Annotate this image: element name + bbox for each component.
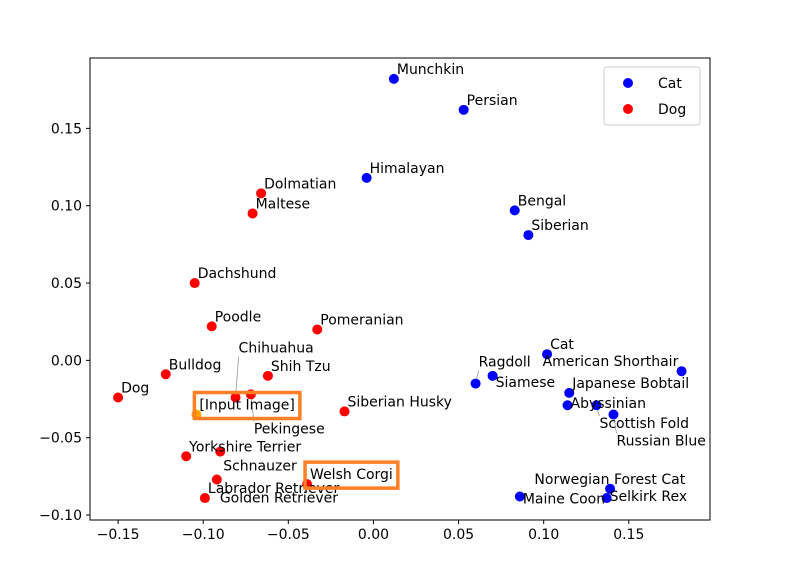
point-abyssinian: [562, 400, 573, 411]
point-label-maltese: Maltese: [256, 196, 311, 212]
point-maltese: [247, 208, 258, 219]
point-label-munchkin: Munchkin: [397, 62, 464, 78]
point-label-norwegian-forest-cat: Norwegian Forest Cat: [534, 472, 685, 488]
point-poodle: [206, 321, 217, 332]
point-yorkshire-terrier: [181, 451, 192, 462]
point-ragdoll: [470, 378, 481, 389]
point-label-bengal: Bengal: [518, 193, 566, 209]
y-tick-label: 0.00: [51, 353, 82, 369]
point-siberian-husky: [339, 406, 350, 417]
point-schnauzer: [215, 446, 226, 457]
point-pomeranian: [312, 324, 323, 335]
point-label-siamese: Siamese: [496, 375, 556, 391]
point-golden-retriever: [211, 474, 222, 485]
legend-label-dog: Dog: [658, 102, 686, 118]
point-cat: [542, 349, 553, 360]
point-label-bulldog: Bulldog: [169, 357, 222, 373]
point-scottish-fold: [591, 400, 602, 411]
y-tick-label: 0.15: [51, 121, 82, 137]
point-label-shih-tzu: Shih Tzu: [271, 359, 331, 375]
point-label-abyssinian: Abyssinian: [571, 396, 646, 412]
point-label-input-image: [Input Image]: [199, 398, 294, 414]
point-american-shorthair: [676, 366, 687, 377]
point-chihuahua: [230, 392, 241, 403]
legend-label-cat: Cat: [658, 76, 682, 92]
y-tick-label: 0.05: [51, 276, 82, 292]
point-label-persian: Persian: [467, 93, 518, 109]
point-persian: [458, 104, 469, 115]
y-tick-label: −0.05: [39, 431, 82, 447]
point-himalayan: [361, 172, 372, 183]
x-tick-label: −0.10: [182, 527, 225, 543]
point-label-chihuahua: Chihuahua: [239, 341, 314, 357]
point-japanese-bobtail: [564, 387, 575, 398]
point-label-russian-blue: Russian Blue: [616, 434, 705, 450]
y-tick-label: 0.10: [51, 199, 82, 215]
point-label-cat: Cat: [550, 337, 574, 353]
point-label-maine-coon: Maine Coon: [523, 491, 605, 507]
point-label-siberian-husky: Siberian Husky: [348, 394, 452, 410]
legend-marker-cat: [623, 78, 633, 88]
leader-line-chihuahua: [235, 356, 239, 398]
point-siberian: [523, 230, 534, 241]
point-label-selkirk-rex: Selkirk Rex: [610, 489, 687, 505]
point-bengal: [509, 205, 520, 216]
point-label-schnauzer: Schnauzer: [223, 459, 297, 475]
x-tick-label: 0.15: [613, 527, 644, 543]
point-norwegian-forest-cat: [605, 483, 616, 494]
point-label-welsh-corgi: Welsh Corgi: [310, 467, 393, 483]
highlight-box-input-image: [192, 390, 302, 421]
point-label-pekingese: Pekingese: [254, 421, 325, 437]
point-dolmatian: [256, 188, 267, 199]
point-selkirk-rex: [601, 493, 612, 504]
point-dachshund: [189, 278, 200, 289]
point-label-siberian: Siberian: [531, 218, 588, 234]
point-label-himalayan: Himalayan: [370, 161, 445, 177]
highlight-box-welsh-corgi: [303, 460, 400, 490]
x-tick-label: 0.05: [443, 527, 474, 543]
x-tick-label: 0.00: [358, 527, 389, 543]
x-tick-label: 0.10: [528, 527, 559, 543]
point-bulldog: [160, 369, 171, 380]
point-russian-blue: [608, 409, 619, 420]
y-tick-label: −0.10: [39, 508, 82, 524]
point-shih-tzu: [262, 370, 273, 381]
point-label-japanese-bobtail: Japanese Bobtail: [571, 376, 689, 392]
point-label-scottish-fold: Scottish Fold: [599, 416, 689, 432]
point-maine-coon: [514, 491, 525, 502]
legend: Cat Dog: [603, 66, 701, 126]
point-labrador-retriever: [199, 493, 210, 504]
point-dog: [113, 392, 124, 403]
point-munchkin: [388, 73, 399, 84]
point-label-dolmatian: Dolmatian: [264, 176, 336, 192]
legend-marker-dog: [623, 104, 633, 114]
point-label-american-shorthair: American Shorthair: [543, 354, 679, 370]
point-label-ragdoll: Ragdoll: [479, 355, 531, 371]
point-label-pomeranian: Pomeranian: [320, 312, 403, 328]
point-label-yorkshire-terrier: Yorkshire Terrier: [188, 439, 301, 455]
x-tick-label: −0.15: [97, 527, 140, 543]
point-label-dog: Dog: [121, 381, 149, 397]
point-label-golden-retriever: Golden Retriever: [220, 490, 338, 506]
point-label-dachshund: Dachshund: [198, 266, 277, 282]
plot-frame: [89, 57, 711, 521]
point-label-poodle: Poodle: [215, 309, 261, 325]
point-siamese: [487, 370, 498, 381]
x-tick-label: −0.05: [267, 527, 310, 543]
